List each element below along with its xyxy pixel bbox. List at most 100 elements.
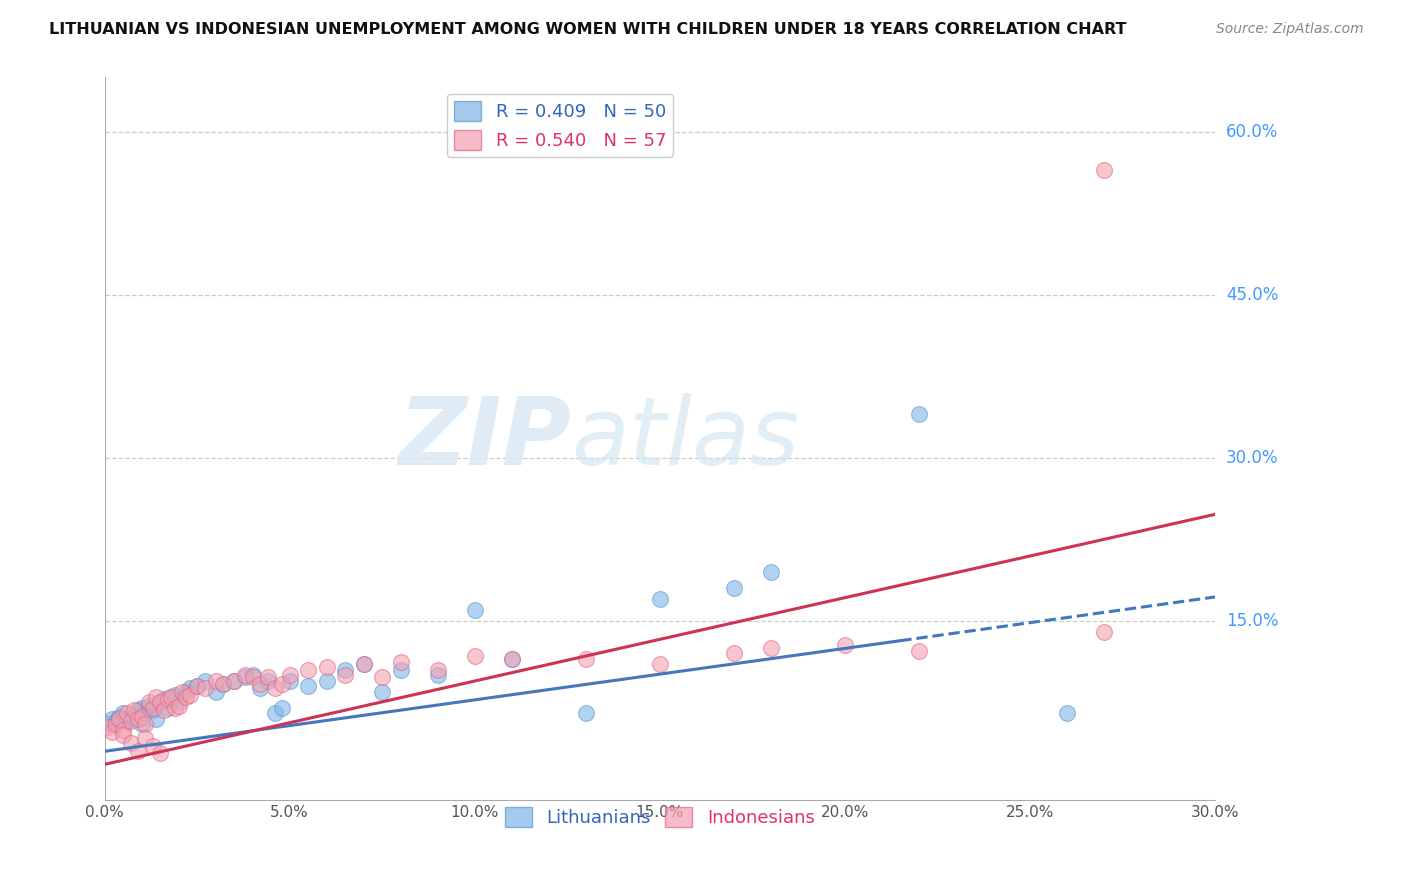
Point (353, 657, 375, 672)
Point (163, 688, 186, 702)
Point (233, 668, 256, 682)
Point (156, 701, 179, 715)
Point (101, 724, 124, 739)
Point (233, 670, 256, 684)
Point (271, 677, 294, 691)
Point (648, 657, 671, 672)
Point (426, 668, 449, 682)
Point (204, 684, 226, 698)
Point (149, 747, 172, 761)
Point (131, 717, 153, 731)
Point (142, 701, 165, 715)
Point (131, 709, 153, 723)
Point (194, 673, 217, 688)
Point (172, 684, 194, 698)
Point (120, 712, 142, 726)
Point (115, 714, 138, 728)
Point (371, 684, 394, 698)
Point (167, 695, 190, 709)
Point (575, 652, 598, 666)
Text: 45.0%: 45.0% (1226, 285, 1278, 304)
Point (242, 668, 264, 682)
Point (163, 701, 186, 715)
Point (264, 681, 287, 696)
Point (723, 582, 745, 596)
Point (160, 690, 183, 704)
Point (1092, 162, 1115, 177)
Point (145, 712, 167, 726)
Point (389, 663, 412, 677)
Point (464, 648, 486, 663)
Point (278, 673, 301, 688)
Point (212, 677, 235, 691)
Point (142, 739, 165, 753)
Point (271, 701, 294, 715)
Point (124, 709, 146, 723)
Point (648, 592, 671, 607)
Point (112, 728, 135, 742)
Point (204, 673, 226, 688)
Text: 15.0%: 15.0% (1226, 612, 1278, 630)
Point (149, 695, 172, 709)
Point (834, 638, 856, 652)
Point (134, 731, 156, 746)
Text: 60.0%: 60.0% (1226, 123, 1278, 141)
Point (108, 712, 131, 726)
Point (134, 706, 156, 721)
Point (160, 690, 183, 704)
Point (120, 714, 142, 728)
Point (371, 670, 394, 684)
Point (138, 695, 160, 709)
Point (723, 647, 745, 661)
Point (186, 679, 208, 693)
Point (104, 717, 127, 731)
Point (153, 692, 176, 706)
Point (335, 663, 357, 677)
Point (1092, 624, 1115, 639)
Point (127, 712, 149, 726)
Point (174, 684, 197, 698)
Text: 30.0%: 30.0% (1226, 449, 1278, 467)
Point (97, 720, 120, 734)
Point (1056, 706, 1078, 721)
Point (138, 698, 160, 713)
Text: ZIP: ZIP (398, 392, 571, 485)
Point (127, 703, 149, 717)
Point (112, 723, 135, 737)
Text: atlas: atlas (571, 393, 799, 484)
Point (179, 688, 201, 702)
Point (112, 706, 135, 721)
Point (464, 603, 486, 617)
Point (153, 703, 176, 717)
Point (501, 652, 523, 666)
Point (264, 706, 287, 721)
Point (134, 717, 156, 731)
Point (127, 744, 149, 758)
Point (315, 673, 337, 688)
Point (575, 706, 598, 721)
Point (156, 692, 179, 706)
Point (297, 663, 319, 677)
Legend: Lithuanians, Indonesians: Lithuanians, Indonesians (498, 800, 823, 835)
Point (315, 659, 337, 673)
Point (194, 681, 217, 696)
Point (353, 657, 375, 672)
Point (101, 712, 124, 726)
Point (335, 668, 357, 682)
Point (256, 673, 278, 688)
Point (97, 717, 120, 731)
Point (212, 677, 235, 691)
Text: Source: ZipAtlas.com: Source: ZipAtlas.com (1216, 22, 1364, 37)
Point (426, 663, 449, 677)
Point (389, 655, 412, 669)
Point (249, 681, 271, 696)
Point (131, 701, 153, 715)
Point (179, 681, 201, 696)
Point (104, 714, 127, 728)
Point (167, 698, 190, 713)
Point (256, 670, 278, 684)
Point (224, 673, 246, 688)
Point (108, 709, 131, 723)
Point (501, 652, 523, 666)
Point (120, 736, 142, 750)
